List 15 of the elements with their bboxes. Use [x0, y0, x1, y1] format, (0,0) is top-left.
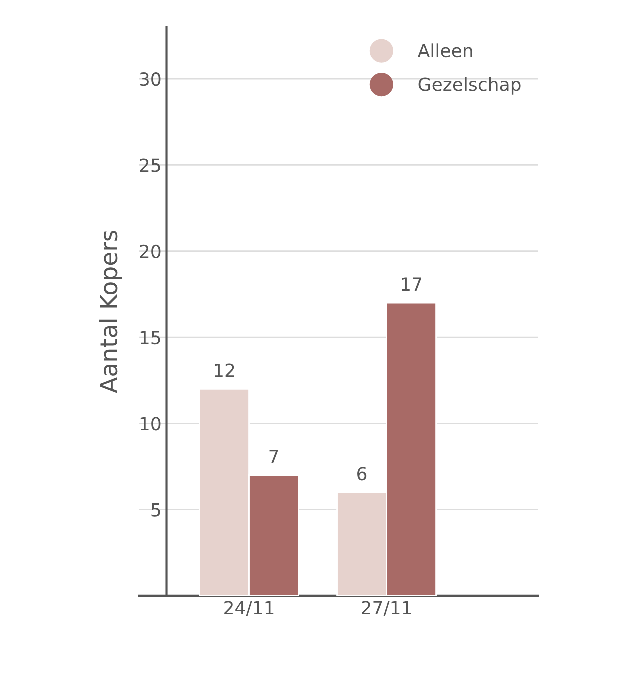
y-tick-label: 15 — [140, 331, 160, 345]
data-label: 6 — [358, 467, 367, 481]
data-label: 7 — [270, 450, 278, 464]
legend-label: Gezelschap — [418, 77, 521, 95]
y-tick-label: 25 — [140, 158, 160, 172]
data-label: 17 — [402, 278, 422, 291]
y-tick-label: 30 — [140, 72, 161, 86]
x-tick-label: 24/11 — [224, 601, 274, 616]
y-tick-label: 10 — [140, 417, 161, 431]
y-tick-label: 5 — [152, 504, 160, 517]
y-axis-title: Aantal Kopers — [99, 231, 122, 394]
y-tick-label: 20 — [140, 244, 161, 258]
data-label: 12 — [215, 364, 234, 378]
x-tick-label: 27/11 — [362, 601, 412, 616]
legend-label: Alleen — [418, 44, 472, 58]
